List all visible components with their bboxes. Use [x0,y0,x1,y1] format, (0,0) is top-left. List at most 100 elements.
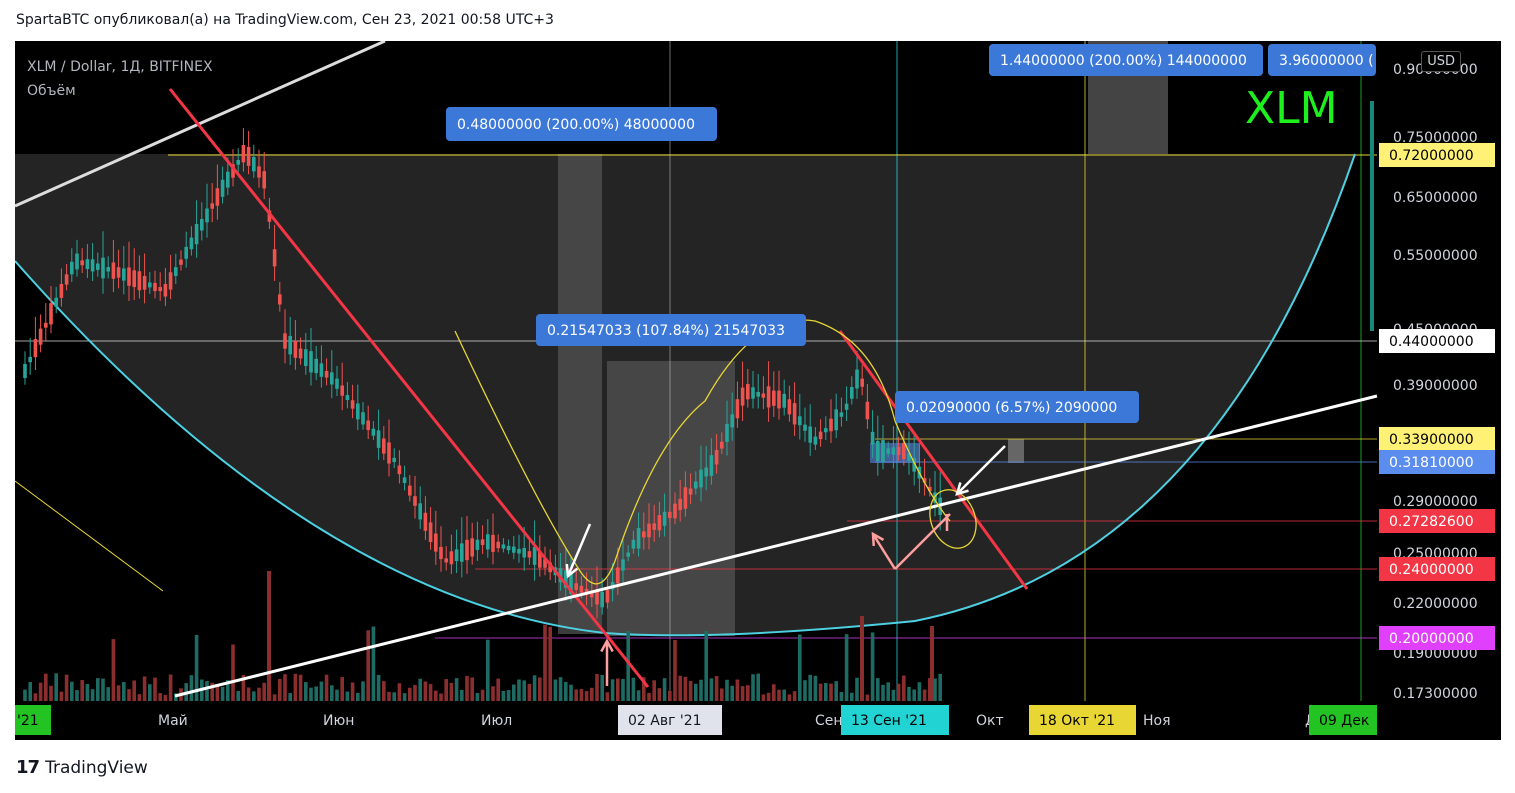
volume-bar [818,683,823,701]
volume-bar [366,630,370,701]
volume-bar [168,674,173,701]
volume-bar [902,675,906,701]
volume-bar [408,687,412,701]
candle-body [777,390,781,409]
pink-arrow-2b [894,513,951,570]
volume-bar [122,682,126,701]
volume-bar [787,694,792,701]
time-highlight-bg [1029,705,1136,735]
volume-bar [231,644,235,701]
volume-bar [590,687,594,701]
candle-body [512,546,516,553]
volume-bar [413,684,417,701]
price-label-bg [1379,626,1495,650]
candle-body [200,219,204,231]
volume-bar [252,691,256,701]
price-label: 0.27282600 [1389,514,1474,530]
candle-body [787,399,792,415]
volume-bar [70,681,74,701]
candle-body [657,515,662,531]
volume-bar [938,673,942,701]
volume-bar [257,687,261,701]
time-tick-label: Июл [481,713,512,729]
volume-bar [824,683,828,701]
candle-body [96,263,100,270]
price-label: 0.72000000 [1389,148,1474,164]
candle-body [116,267,121,278]
volume-bar [335,689,339,701]
volume-bar [309,687,313,701]
price-label: 0.24000000 [1389,562,1474,578]
candle-body [70,261,74,275]
volume-bar [610,679,615,701]
candle-body [356,403,360,420]
price-chart[interactable]: 0.900000000.750000000.650000000.55000000… [15,41,1501,740]
volume-bar [792,691,797,701]
candle-body [704,467,708,477]
candle-body [579,585,584,593]
time-highlight-bg [15,705,51,735]
currency-button[interactable]: USD [1421,51,1461,72]
price-label-bg [1379,329,1495,353]
candle-body [220,179,225,197]
candle-body [80,260,84,266]
volume-bar [678,675,682,701]
candle-body [267,210,272,222]
candle-body [881,440,885,462]
volume-bar [23,689,27,701]
candle-body [163,283,168,297]
volume-bar [428,684,433,701]
measure-box [895,391,1139,423]
candle-body [184,246,188,259]
candle-body [226,171,230,188]
candle-body [158,287,162,292]
candle-body [517,548,521,554]
candle-body [64,274,69,285]
volume-bar [548,626,552,701]
candle-body [210,203,214,209]
volume-bar [444,679,448,701]
volume-bar [772,684,776,701]
candle-body [371,428,376,436]
candle-body [886,448,890,454]
volume-bar [470,677,474,701]
candle-body [288,335,292,355]
volume-bar [704,630,708,701]
candle-body [870,431,875,445]
candle-body [402,477,407,484]
legend: XLM / Dollar, 1Д, BITFINEX Объём [27,55,213,103]
shaded-box-2 [607,361,735,636]
chart-area[interactable]: 0.900000000.750000000.650000000.55000000… [15,41,1501,740]
candle-body [340,385,344,396]
volume-bar [876,678,880,701]
volume-bar [44,673,48,701]
candle-body [735,399,740,419]
price-tick-label: 0.75000000 [1393,130,1478,146]
measure-label: 0.02090000 (6.57%) 2090000 [906,400,1117,416]
pink-arrow-2 [871,533,897,570]
volume-bar [402,693,407,701]
volume-bar [382,681,386,701]
volume-bar [558,677,563,701]
candle-body [647,523,651,538]
candle-body [506,545,511,551]
tradingview-logo[interactable]: 17 TradingView [16,757,148,778]
volume-bar [538,677,542,701]
time-highlight-label: 02 Авг '21 [628,713,702,729]
volume-bar [907,686,911,701]
candle-body [179,259,183,265]
volume-bar [714,676,719,701]
time-highlight-bg [618,705,722,735]
candle-body [231,164,235,178]
candle-body [829,418,833,432]
volume-bar [527,683,532,701]
volume-bar [226,680,230,701]
candle-body [194,223,199,245]
volume-bar [418,678,422,701]
volume-spike-1 [267,571,271,701]
price-tick-label: 0.22000000 [1393,596,1478,612]
candle-body [122,268,126,281]
price-label-bg [1379,509,1495,533]
volume-bar [725,679,729,701]
candle-body [387,442,391,464]
